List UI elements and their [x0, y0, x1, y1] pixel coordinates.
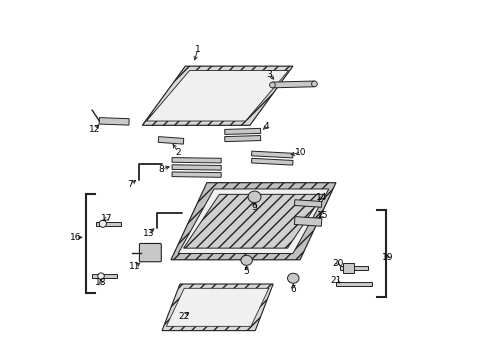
Polygon shape	[158, 136, 183, 144]
Polygon shape	[172, 165, 221, 170]
Polygon shape	[162, 284, 273, 330]
Text: 1: 1	[195, 45, 201, 54]
Polygon shape	[146, 71, 288, 121]
Polygon shape	[224, 129, 260, 134]
Text: 18: 18	[95, 278, 106, 287]
Text: 15: 15	[316, 211, 328, 220]
Polygon shape	[294, 217, 321, 226]
Polygon shape	[339, 266, 367, 270]
Text: 9: 9	[251, 203, 257, 212]
Polygon shape	[251, 158, 292, 165]
Polygon shape	[92, 274, 117, 278]
Text: 2: 2	[175, 148, 181, 157]
Text: 11: 11	[129, 262, 141, 271]
Polygon shape	[96, 222, 121, 226]
Ellipse shape	[247, 191, 261, 203]
Polygon shape	[251, 151, 292, 158]
Text: 5: 5	[244, 267, 249, 276]
Text: 10: 10	[295, 148, 306, 157]
Text: 19: 19	[382, 253, 393, 262]
Text: 20: 20	[331, 259, 343, 268]
Text: 21: 21	[329, 276, 341, 285]
Ellipse shape	[287, 273, 298, 283]
Text: 4: 4	[263, 122, 268, 131]
Polygon shape	[172, 172, 221, 177]
Text: 7: 7	[127, 180, 133, 189]
Bar	[343, 263, 353, 273]
Polygon shape	[183, 194, 323, 248]
Polygon shape	[171, 183, 335, 260]
Text: 6: 6	[290, 284, 296, 293]
Polygon shape	[294, 200, 321, 207]
Text: 14: 14	[315, 193, 326, 202]
Text: 22: 22	[178, 312, 189, 321]
Polygon shape	[272, 81, 314, 88]
Text: 13: 13	[142, 229, 154, 238]
Ellipse shape	[241, 255, 252, 265]
Text: 3: 3	[266, 70, 272, 79]
Text: 16: 16	[70, 233, 81, 242]
Polygon shape	[99, 118, 129, 125]
Polygon shape	[172, 158, 221, 163]
FancyBboxPatch shape	[139, 243, 161, 262]
Polygon shape	[335, 282, 371, 286]
Circle shape	[269, 82, 275, 88]
Polygon shape	[224, 135, 260, 141]
Polygon shape	[166, 288, 268, 326]
Circle shape	[98, 273, 104, 279]
Text: 12: 12	[89, 125, 100, 134]
Text: 17: 17	[101, 214, 112, 223]
Polygon shape	[142, 66, 292, 125]
Text: 8: 8	[158, 165, 164, 174]
Polygon shape	[178, 189, 328, 253]
Circle shape	[311, 81, 317, 87]
Circle shape	[99, 220, 106, 227]
